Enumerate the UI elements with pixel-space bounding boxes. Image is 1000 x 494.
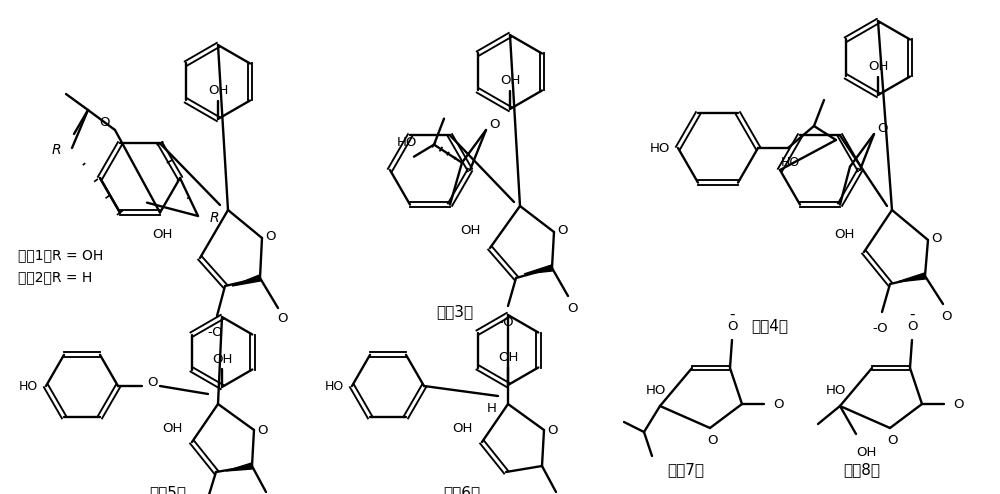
Text: HO: HO (324, 379, 344, 393)
Text: O: O (147, 375, 157, 388)
Text: -O: -O (207, 326, 223, 338)
Text: -O: -O (498, 316, 514, 329)
Text: O: O (953, 398, 963, 411)
Polygon shape (897, 273, 926, 282)
Text: O: O (707, 434, 717, 447)
Polygon shape (226, 463, 253, 471)
Text: O: O (931, 232, 941, 245)
Text: O: O (887, 434, 897, 447)
Text: O: O (727, 320, 737, 332)
Text: O: O (265, 230, 275, 243)
Text: -O: -O (872, 322, 888, 334)
Text: O: O (567, 301, 577, 315)
Text: O: O (490, 118, 500, 130)
Text: HO: HO (650, 141, 670, 155)
Text: O: O (877, 122, 887, 134)
Text: R: R (209, 211, 219, 225)
Text: OH: OH (452, 421, 472, 435)
Text: -: - (909, 306, 915, 322)
Text: HO: HO (826, 383, 846, 397)
Text: OH: OH (498, 351, 518, 364)
Text: 式（2）R = H: 式（2）R = H (18, 270, 92, 284)
Text: OH: OH (834, 228, 854, 241)
Text: HO: HO (397, 136, 417, 149)
Text: HO: HO (780, 156, 800, 168)
Text: OH: OH (460, 223, 480, 237)
Text: O: O (557, 223, 567, 237)
Text: 式（1）R = OH: 式（1）R = OH (18, 248, 103, 262)
Text: O: O (100, 116, 110, 128)
Text: O: O (942, 310, 952, 323)
Text: O: O (907, 320, 917, 332)
Polygon shape (232, 275, 261, 286)
Text: OH: OH (152, 228, 172, 241)
Text: 式（3）: 式（3） (436, 304, 474, 320)
Text: OH: OH (208, 84, 228, 97)
Text: R: R (51, 143, 61, 157)
Text: -: - (729, 306, 735, 322)
Text: OH: OH (868, 60, 888, 74)
Text: OH: OH (856, 446, 876, 458)
Text: O: O (277, 312, 287, 325)
Text: O: O (773, 398, 783, 411)
Text: HO: HO (18, 379, 38, 393)
Text: 式（8）: 式（8） (844, 462, 881, 478)
Text: O: O (547, 423, 557, 437)
Text: OH: OH (162, 421, 182, 435)
Text: OH: OH (500, 75, 520, 87)
Text: 式（5）: 式（5） (150, 486, 186, 494)
Text: 式（7）: 式（7） (668, 462, 704, 478)
Text: 式（4）: 式（4） (752, 319, 788, 333)
Text: O: O (257, 423, 267, 437)
Text: OH: OH (212, 353, 232, 366)
Text: 式（6）: 式（6） (443, 486, 481, 494)
Polygon shape (524, 265, 553, 274)
Text: HO: HO (646, 383, 666, 397)
Text: H: H (487, 402, 497, 414)
